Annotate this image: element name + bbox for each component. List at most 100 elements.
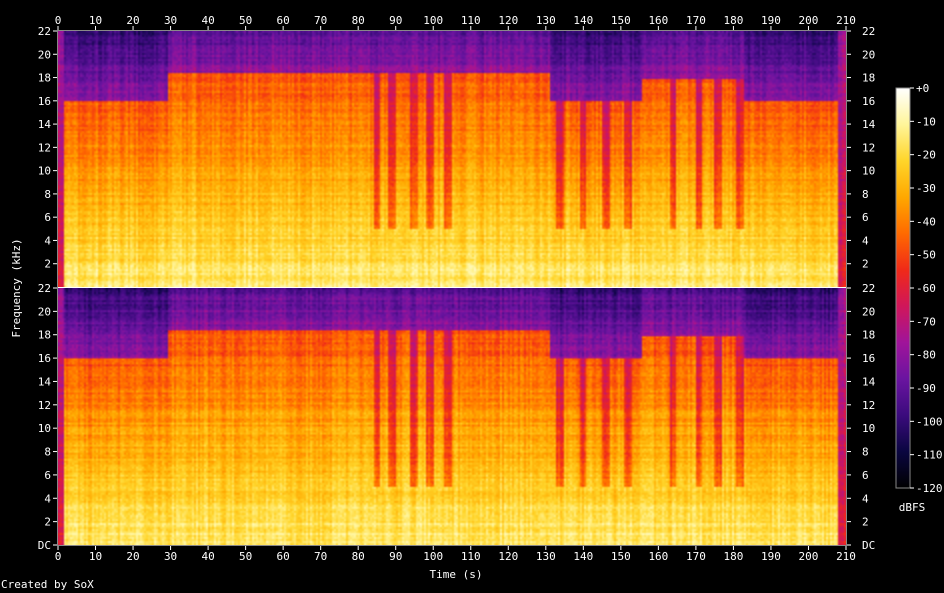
x-tick-label-bottom: 80 bbox=[352, 550, 365, 563]
x-tick-label-top: 70 bbox=[314, 14, 327, 27]
y-tick-label-left: 22 bbox=[38, 25, 51, 38]
y-tick-label-right: 2 bbox=[862, 516, 869, 529]
y-tick-label-left: 10 bbox=[38, 422, 51, 435]
x-tick-label-top: 180 bbox=[723, 14, 743, 27]
spectrogram-channel-1 bbox=[58, 31, 846, 287]
y-tick-label-right: 4 bbox=[862, 492, 869, 505]
x-tick-label-top: 140 bbox=[573, 14, 593, 27]
x-tick-label-bottom: 120 bbox=[498, 550, 518, 563]
x-tick-label-bottom: 10 bbox=[89, 550, 102, 563]
y-tick-label-left: 18 bbox=[38, 72, 51, 85]
y-tick-label-right: 10 bbox=[862, 165, 875, 178]
x-tick-label-top: 150 bbox=[611, 14, 631, 27]
y-tick-label-right: 18 bbox=[862, 72, 875, 85]
x-tick-label-bottom: 30 bbox=[164, 550, 177, 563]
x-tick-label-top: 130 bbox=[536, 14, 556, 27]
y-tick-label-left: 2 bbox=[44, 516, 51, 529]
spectrogram-image-channel-1 bbox=[58, 31, 846, 287]
y-tick-label-right: 10 bbox=[862, 422, 875, 435]
y-tick-label-right: 6 bbox=[862, 211, 869, 224]
y-tick-label-left: 14 bbox=[38, 375, 52, 388]
colorbar-tick-label: +0 bbox=[916, 82, 929, 95]
x-tick-label-top: 20 bbox=[126, 14, 139, 27]
x-tick-label-top: 50 bbox=[239, 14, 252, 27]
x-tick-label-top: 210 bbox=[836, 14, 856, 27]
colorbar-tick-label: -100 bbox=[916, 415, 943, 428]
colorbar-tick-label: -20 bbox=[916, 149, 936, 162]
y-tick-label-left: 22 bbox=[38, 282, 51, 295]
colorbar: +0 -10 -20 -30 -40 -50 -60 -70 -80 -90 -100 -110 -12… bbox=[895, 82, 943, 514]
x-tick-label-top: 40 bbox=[201, 14, 214, 27]
colorbar-tick-label: -50 bbox=[916, 249, 936, 262]
colorbar-gradient bbox=[895, 87, 911, 489]
y-tick-label-right: DC bbox=[862, 539, 875, 552]
y-tick-label-left: 10 bbox=[38, 165, 51, 178]
colorbar-tick-label: -110 bbox=[916, 449, 943, 462]
x-axis-label: Time (s) bbox=[430, 568, 483, 581]
x-tick-label-top: 90 bbox=[389, 14, 402, 27]
y-tick-label-right: 16 bbox=[862, 95, 875, 108]
x-tick-label-bottom: 210 bbox=[836, 550, 856, 563]
colorbar-tick-label: -10 bbox=[916, 115, 936, 128]
x-tick-label-top: 200 bbox=[799, 14, 819, 27]
x-axis-top: 0 10 20 30 40 50 60 70 80 90 100 110 120 130 140 150 160… bbox=[55, 14, 856, 30]
y-tick-label-right: 8 bbox=[862, 446, 869, 459]
y-tick-label-left: DC bbox=[38, 539, 51, 552]
colorbar-tick-label: -90 bbox=[916, 382, 936, 395]
y-tick-label-left: 6 bbox=[44, 211, 51, 224]
x-tick-label-top: 120 bbox=[498, 14, 518, 27]
x-tick-label-bottom: 40 bbox=[201, 550, 214, 563]
x-tick-label-top: 60 bbox=[277, 14, 290, 27]
x-tick-label-top: 10 bbox=[89, 14, 102, 27]
x-axis-bottom: 0 10 20 30 40 50 60 70 80 90 100 110 120 130 140 150 160… bbox=[55, 546, 856, 563]
colorbar-tick-label: -120 bbox=[916, 482, 943, 495]
plot-frame bbox=[57, 30, 847, 546]
y-tick-label-right: 12 bbox=[862, 141, 875, 154]
y-tick-label-right: 22 bbox=[862, 25, 875, 38]
y-tick-label-right: 8 bbox=[862, 188, 869, 201]
colorbar-ticks: +0 -10 -20 -30 -40 -50 -60 -70 -80 -90 -100 -110 -12… bbox=[910, 82, 943, 495]
y-tick-label-right: 22 bbox=[862, 282, 875, 295]
y-tick-label-right: 4 bbox=[862, 234, 869, 247]
y-tick-label-right: 18 bbox=[862, 329, 875, 342]
x-tick-label-bottom: 20 bbox=[126, 550, 139, 563]
y-tick-label-right: 20 bbox=[862, 48, 875, 61]
x-tick-label-top: 100 bbox=[423, 14, 443, 27]
x-tick-label-bottom: 170 bbox=[686, 550, 706, 563]
y-tick-label-right: 14 bbox=[862, 375, 876, 388]
y-tick-label-left: 4 bbox=[44, 492, 51, 505]
y-tick-label-left: 6 bbox=[44, 469, 51, 482]
x-tick-label-bottom: 140 bbox=[573, 550, 593, 563]
y-tick-label-right: 20 bbox=[862, 305, 875, 318]
x-tick-label-top: 0 bbox=[55, 14, 62, 27]
x-tick-label-top: 170 bbox=[686, 14, 706, 27]
x-tick-label-top: 110 bbox=[461, 14, 481, 27]
spectrogram-image-channel-2 bbox=[58, 288, 846, 545]
y-tick-label-left: 14 bbox=[38, 118, 52, 131]
colorbar-tick-label: -60 bbox=[916, 282, 936, 295]
y-tick-label-left: 2 bbox=[44, 258, 51, 271]
credit-text: Created by SoX bbox=[1, 578, 94, 591]
y-tick-label-left: 8 bbox=[44, 188, 51, 201]
x-tick-label-bottom: 90 bbox=[389, 550, 402, 563]
x-tick-label-bottom: 50 bbox=[239, 550, 252, 563]
x-tick-label-bottom: 60 bbox=[277, 550, 290, 563]
y-tick-label-right: 2 bbox=[862, 258, 869, 271]
y-tick-label-left: 12 bbox=[38, 399, 51, 412]
x-tick-label-bottom: 200 bbox=[799, 550, 819, 563]
x-tick-label-bottom: 150 bbox=[611, 550, 631, 563]
x-tick-label-bottom: 0 bbox=[55, 550, 62, 563]
y-tick-label-left: 12 bbox=[38, 141, 51, 154]
spectrogram-channel-2 bbox=[58, 288, 846, 545]
x-tick-label-bottom: 130 bbox=[536, 550, 556, 563]
y-tick-label-left: 8 bbox=[44, 446, 51, 459]
y-tick-label-left: 18 bbox=[38, 329, 51, 342]
y-tick-label-left: 16 bbox=[38, 352, 51, 365]
y-tick-label-right: 14 bbox=[862, 118, 876, 131]
y-tick-label-left: 20 bbox=[38, 305, 51, 318]
x-tick-label-bottom: 190 bbox=[761, 550, 781, 563]
x-tick-label-bottom: 160 bbox=[648, 550, 668, 563]
x-tick-label-bottom: 70 bbox=[314, 550, 327, 563]
